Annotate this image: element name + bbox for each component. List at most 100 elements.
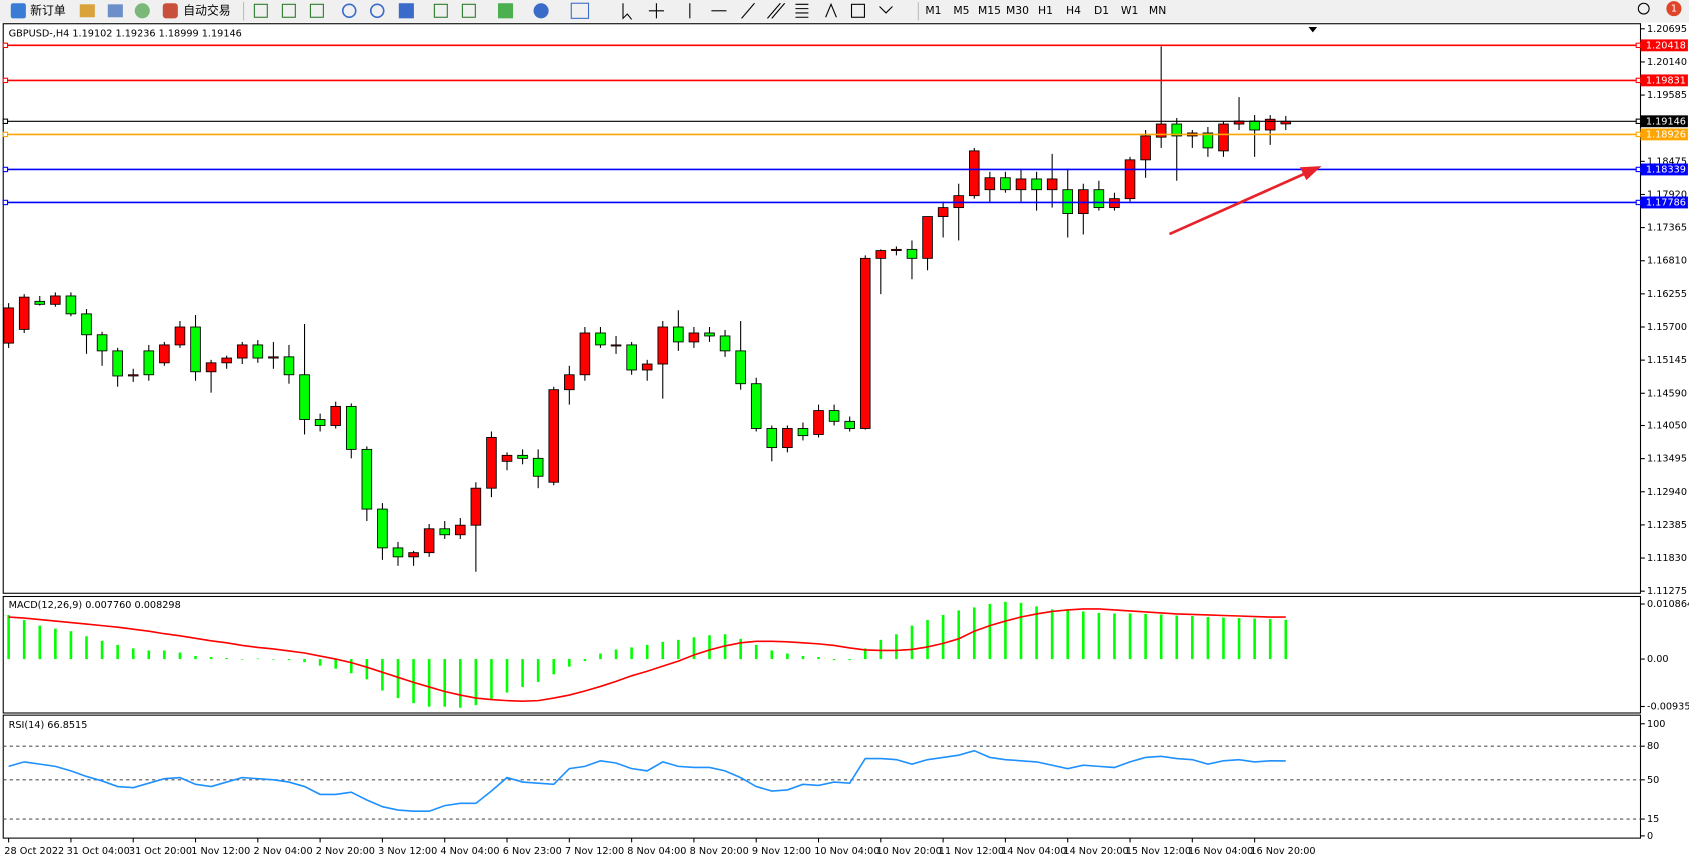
timeframes: M1 M5 M15 M30 H1 H4 D1 W1 MN <box>925 4 1166 17</box>
candle-body <box>532 457 544 477</box>
templates-button[interactable] <box>570 2 590 19</box>
candle-chart-button[interactable] <box>281 3 296 18</box>
chart-macd: 0.010864 0.00 -0.009358 <box>7 599 1689 712</box>
bar-chart-button[interactable] <box>253 3 268 18</box>
notifications-badge[interactable] <box>1666 1 1682 17</box>
macd-bar <box>583 659 587 662</box>
macd-bar <box>163 650 166 660</box>
cursor-button[interactable] <box>622 3 633 20</box>
candle-body <box>750 383 762 429</box>
candle-body <box>1171 123 1183 137</box>
y-tick-label: 100 <box>1647 719 1665 730</box>
rsi-panel <box>2 714 1642 839</box>
x-tick-label: 31 Oct 20:00 <box>129 846 192 857</box>
y-tick-label: 1.11830 <box>1647 553 1687 564</box>
x-tick-label: 16 Nov 20:00 <box>1250 846 1315 857</box>
candle-body <box>439 528 451 536</box>
candle-body <box>18 296 30 330</box>
price-label: 1.19146 <box>1646 116 1686 127</box>
candle-body <box>875 250 887 259</box>
x-tick-label: 2 Nov 04:00 <box>254 846 313 857</box>
level-marker <box>2 42 9 49</box>
timeframe-button[interactable]: H1 <box>1038 4 1053 17</box>
candle-body <box>81 313 92 336</box>
candle-body <box>299 374 310 420</box>
toolbar: 新订单 自动交易 M1 M5 M15 M30 H1 H4 D1 W1 MN 1 <box>0 0 1689 23</box>
timeframe-button[interactable]: W1 <box>1121 4 1138 17</box>
timeframe-button[interactable]: M30 <box>1006 4 1029 17</box>
timeframe-button[interactable]: H4 <box>1066 4 1081 17</box>
arrows-button[interactable] <box>879 6 893 14</box>
macd-bar <box>895 634 898 660</box>
toolbar-icon[interactable] <box>134 3 150 19</box>
macd-bar <box>365 659 369 680</box>
candle-body <box>174 326 186 346</box>
y-tick-label: 80 <box>1647 741 1659 752</box>
indicators-button[interactable] <box>497 3 514 19</box>
candle-body <box>782 428 793 449</box>
level-marker <box>2 131 9 138</box>
candle-body <box>96 334 108 352</box>
x-tick-label: 28 Oct 2022 <box>4 846 64 857</box>
macd-bar <box>443 659 447 707</box>
candle-body <box>221 357 232 364</box>
toolbar-icon[interactable] <box>107 4 123 18</box>
candle-body <box>657 326 669 365</box>
candle-body <box>673 326 684 343</box>
channel-button[interactable] <box>767 2 786 19</box>
timeframe-button[interactable]: M1 <box>925 4 941 17</box>
macd-bar <box>54 628 57 660</box>
price-label: 1.18339 <box>1646 164 1686 175</box>
level-marker <box>1635 131 1642 138</box>
toolbar-icon[interactable] <box>79 4 95 18</box>
candle-body <box>1202 132 1214 149</box>
shift-button[interactable] <box>461 3 476 18</box>
macd-bar <box>1097 612 1101 660</box>
timeframe-button[interactable]: D1 <box>1094 4 1109 17</box>
candle-body <box>112 350 123 377</box>
macd-bar <box>1004 601 1007 660</box>
crosshair-button[interactable] <box>648 3 664 19</box>
label-button[interactable] <box>850 3 865 18</box>
periods-button[interactable] <box>533 3 549 19</box>
scroll-button[interactable] <box>433 3 448 18</box>
fibo-button[interactable] <box>795 3 809 18</box>
macd-bar <box>1268 619 1272 660</box>
timeframe-button[interactable]: M15 <box>978 4 1001 17</box>
x-tick-label: 10 Nov 20:00 <box>877 846 942 857</box>
y-tick-label: 1.20140 <box>1647 57 1687 68</box>
macd-bar <box>848 659 851 661</box>
tile-button[interactable] <box>398 3 414 19</box>
zoom-in-button[interactable] <box>341 3 357 19</box>
candle-body <box>236 344 248 359</box>
main-title: GBPUSD-,H4 1.19102 1.19236 1.18999 1.191… <box>9 28 242 39</box>
new-order-icon[interactable] <box>10 3 26 19</box>
macd-bar <box>1082 611 1085 660</box>
price-label: 1.17786 <box>1646 197 1686 208</box>
zoom-out-button[interactable] <box>369 3 385 19</box>
line-chart-button[interactable] <box>309 3 324 18</box>
trendline-button[interactable] <box>741 2 755 19</box>
y-tick-label: 1.20695 <box>1647 24 1687 35</box>
candle-body <box>361 448 373 510</box>
level-marker <box>2 199 9 206</box>
timeframe-button[interactable]: MN <box>1149 4 1166 17</box>
macd-bar <box>1222 617 1225 660</box>
auto-trading-button[interactable]: 自动交易 <box>183 3 230 17</box>
candle-body <box>564 374 575 391</box>
search-button[interactable] <box>1637 2 1650 15</box>
macd-bar <box>396 659 400 699</box>
text-button[interactable] <box>825 2 837 18</box>
candle-body <box>283 356 295 376</box>
macd-bar <box>1019 602 1023 660</box>
price-label-bg <box>1640 163 1688 176</box>
new-order-button[interactable]: 新订单 <box>30 3 66 17</box>
macd-bar <box>1113 613 1116 660</box>
timeframe-button[interactable]: M5 <box>953 4 969 17</box>
candle-body <box>1218 123 1229 152</box>
macd-bar <box>863 648 867 660</box>
auto-trading-icon[interactable] <box>162 3 178 19</box>
candle-body <box>844 420 855 429</box>
